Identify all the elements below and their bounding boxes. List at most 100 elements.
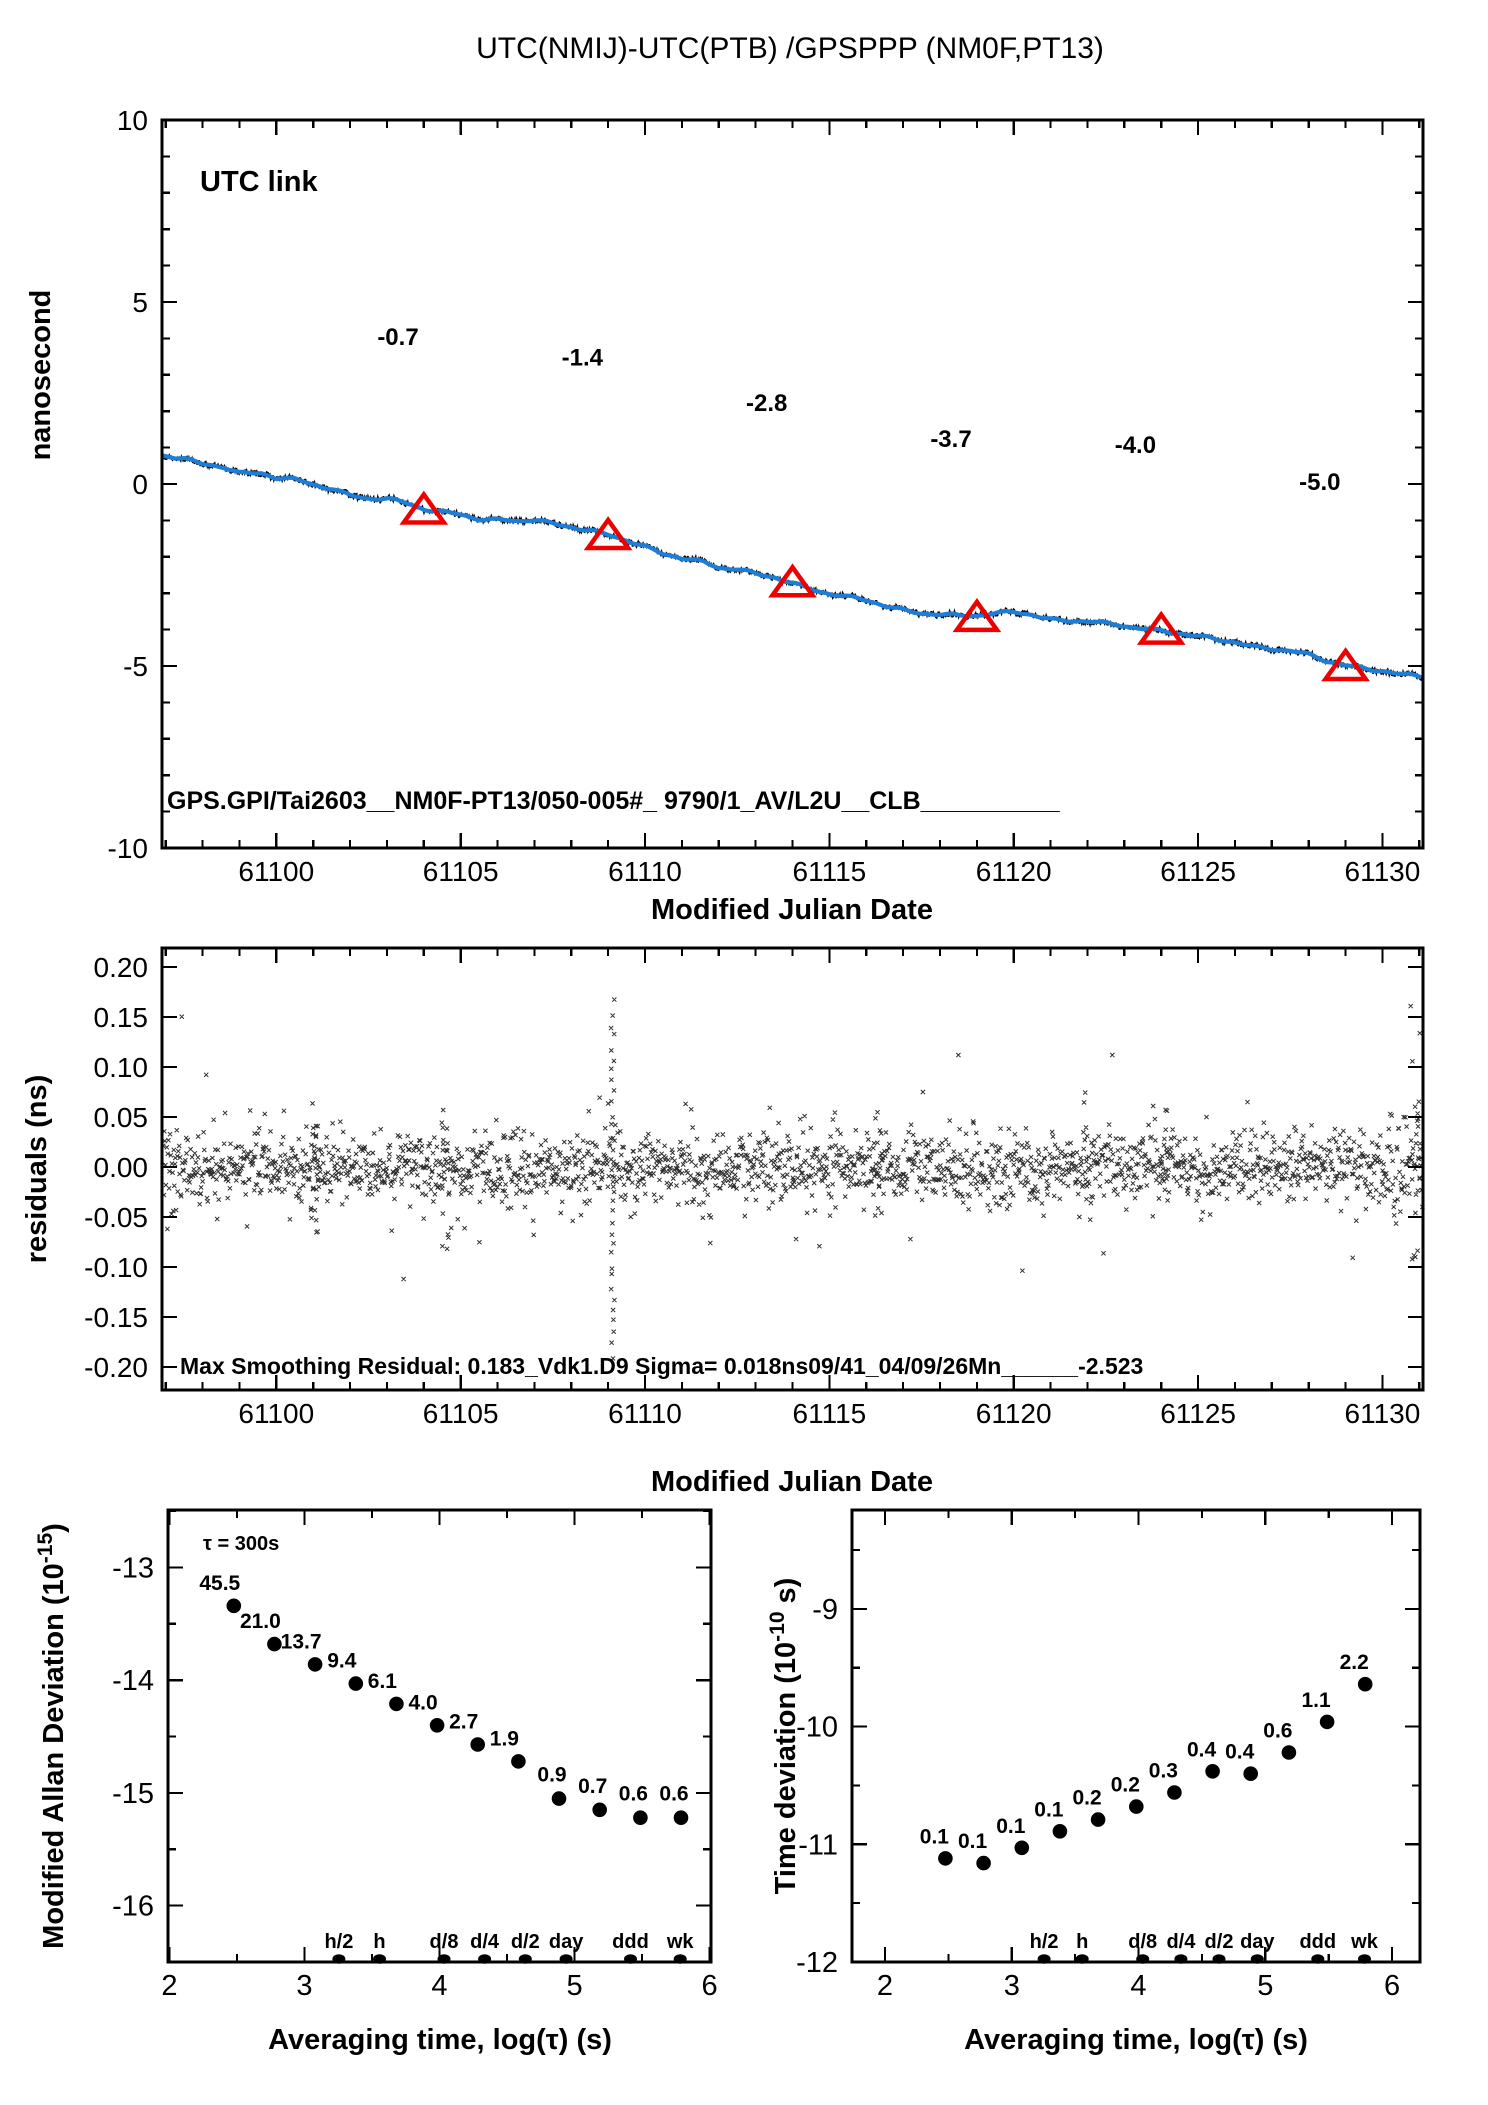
mid-ytick-label: -0.20 — [84, 1352, 148, 1383]
mdev-xtick-label: 4 — [431, 1970, 447, 2002]
top-xtick-label: 61120 — [976, 856, 1052, 887]
mdev-value-label: 0.6 — [659, 1783, 688, 1806]
tdev-point — [1281, 1745, 1297, 1760]
mdev-point — [307, 1657, 323, 1672]
mid-xaxis-title: Modified Julian Date — [651, 1466, 933, 1498]
tdev-point — [1052, 1824, 1068, 1839]
mdev-xaxis-title: Averaging time, log(τ) (s) — [268, 2024, 612, 2056]
mdev-tau-marker-label: wk — [666, 1931, 695, 1953]
mdev-xtick-label: 5 — [567, 1970, 583, 2002]
mid-ytick-label: 0.20 — [94, 952, 149, 983]
top-ytick-label: -5 — [123, 651, 148, 682]
mdev-yaxis-title: Modified Allan Deviation (10-15) — [34, 1523, 70, 1949]
mid-xtick-label: 61100 — [238, 1398, 314, 1429]
calibration-triangle — [768, 563, 817, 598]
figure-title: UTC(NMIJ)-UTC(PTB) /GPSPPP (NM0F,PT13) — [476, 32, 1104, 65]
mid-yaxis-title: residuals (ns) — [21, 1075, 53, 1264]
calibration-triangle — [1321, 647, 1370, 682]
mdev-tau-marker-label: h — [373, 1931, 385, 1953]
tdev-value-label: 0.2 — [1111, 1774, 1140, 1797]
mdev-xtick-label: 2 — [161, 1970, 177, 2002]
calibration-triangle — [399, 490, 449, 525]
mid-xtick-label: 61110 — [608, 1398, 682, 1429]
tdev-value-label: 0.2 — [1072, 1787, 1101, 1810]
mdev-value-label: 2.7 — [449, 1711, 478, 1734]
tdev-tau-marker-label: d/8 — [1128, 1931, 1157, 1953]
tdev-ytick-label: -9 — [812, 1594, 838, 1626]
tdev-value-label: 0.4 — [1187, 1738, 1217, 1761]
tdev-frame — [850, 1508, 1422, 1964]
tau-annotation: τ = 300s — [203, 1533, 279, 1555]
utc-link-label: UTC link — [200, 166, 318, 198]
triangle-value-label: -5.0 — [1299, 469, 1340, 496]
tdev-tau-marker-label: d/2 — [1205, 1931, 1234, 1953]
mdev-value-label: 0.9 — [537, 1764, 566, 1787]
mdev-point — [511, 1754, 526, 1769]
top-xtick-label: 61130 — [1345, 856, 1421, 887]
tdev-xtick-label: 2 — [877, 1970, 893, 2002]
mid-axes: 61100 61105 61110 61115 61120 61125 61130 0.20 0… — [84, 946, 1425, 1429]
tdev-point — [1014, 1840, 1030, 1856]
utc-link-curve — [161, 453, 1422, 680]
tdev-value-label: 0.6 — [1263, 1720, 1292, 1743]
mdev-ytick-label: -13 — [112, 1553, 154, 1585]
top-xtick-label: 61100 — [238, 856, 314, 887]
mdev-value-label: 6.1 — [368, 1670, 398, 1693]
tdev-point — [1243, 1766, 1258, 1781]
mdev-point — [226, 1598, 242, 1614]
gps-annotation: GPS.GPI/Tai2603__NM0F-PT13/050-005#_ 979… — [167, 787, 1061, 815]
tdev-tau-marker-label: day — [1240, 1931, 1275, 1953]
mdev-axes: 2 3 4 5 6 -13 -14 -15 -16 — [112, 1508, 718, 2002]
mdev-tau-marker-label: d/2 — [511, 1931, 540, 1953]
mdev-xtick-label: 6 — [702, 1970, 718, 2002]
top-frame — [160, 118, 1425, 850]
tdev-point — [1205, 1764, 1220, 1779]
mdev-point — [551, 1791, 567, 1806]
mid-ytick-label: 0.15 — [94, 1002, 149, 1033]
top-xtick-label: 61110 — [608, 856, 682, 887]
mdev-point — [673, 1810, 689, 1825]
tdev-point — [1357, 1676, 1373, 1692]
mdev-xtick-label: 3 — [296, 1970, 312, 2002]
residuals-annotation: Max Smoothing Residual: 0.183_Vdk1.D9 Si… — [180, 1353, 1143, 1379]
mdev-point — [348, 1676, 364, 1691]
mdev-ytick-label: -16 — [112, 1891, 154, 1923]
tdev-tau-marker-label: ddd — [1299, 1931, 1336, 1953]
top-ytick-label: 5 — [132, 287, 148, 318]
mid-xtick-label: 61125 — [1160, 1398, 1236, 1429]
top-yaxis-title: nanosecond — [25, 290, 57, 461]
tdev-ytick-label: -12 — [796, 1947, 838, 1979]
tdev-value-label: 0.1 — [1034, 1798, 1064, 1821]
tdev-tau-marker-label: wk — [1350, 1931, 1379, 1953]
tdev-yaxis-title: Time deviation (10-10 s) — [766, 1578, 802, 1895]
mdev-ytick-label: -14 — [112, 1665, 154, 1697]
tdev-xtick-label: 3 — [1004, 1970, 1020, 2002]
mdev-point — [389, 1696, 404, 1712]
tdev-point — [1129, 1799, 1144, 1814]
mdev-value-label: 13.7 — [281, 1630, 322, 1653]
mdev-frame — [166, 1508, 713, 1964]
top-ytick-label: 0 — [132, 469, 148, 500]
mdev-point — [633, 1810, 648, 1825]
mdev-point — [267, 1636, 282, 1652]
mid-xtick-label: 61120 — [976, 1398, 1052, 1429]
top-ytick-label: 10 — [117, 105, 148, 136]
triangle-value-label: -4.0 — [1115, 432, 1156, 459]
top-ytick-label: -10 — [108, 833, 148, 864]
tdev-value-label: 0.1 — [920, 1825, 950, 1848]
tdev-point — [938, 1851, 953, 1866]
tdev-value-label: 0.3 — [1149, 1760, 1178, 1783]
mdev-tau-marker-label: d/4 — [470, 1931, 500, 1953]
mdev-value-label: 0.7 — [578, 1775, 607, 1798]
tdev-xtick-label: 4 — [1130, 1970, 1146, 2002]
tdev-xtick-label: 6 — [1384, 1970, 1400, 2002]
mdev-point — [429, 1718, 445, 1733]
mdev-tau-marker-label: h/2 — [324, 1931, 353, 1953]
mdev-tau-marker-label: d/8 — [430, 1931, 459, 1953]
mdev-tau-marker-label: day — [549, 1931, 584, 1953]
tdev-point — [1167, 1785, 1182, 1800]
top-xaxis-title: Modified Julian Date — [651, 894, 933, 926]
calibration-triangle — [1136, 610, 1186, 645]
